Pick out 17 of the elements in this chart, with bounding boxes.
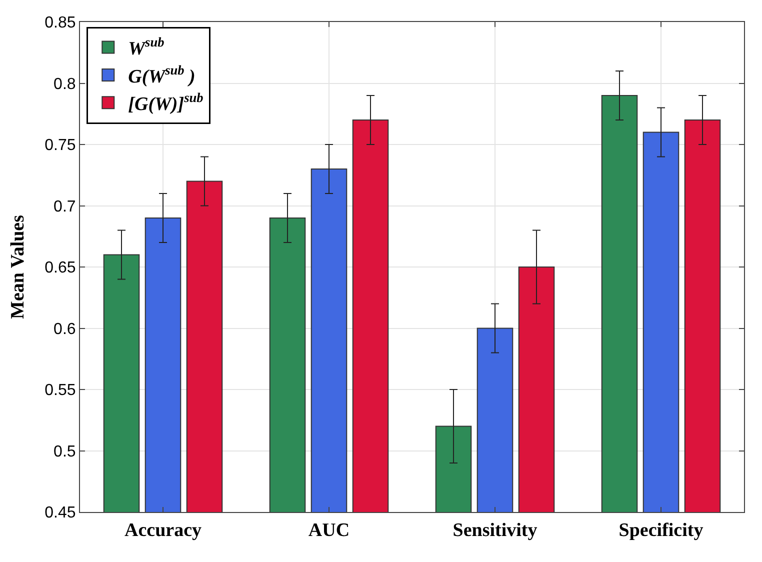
legend-label: [G(W)]$^{sub}$ <box>128 90 204 116</box>
legend-label: W$^{sub}$ <box>128 34 165 60</box>
x-tick-label: AUC <box>308 520 350 541</box>
y-tick-label: 0.75 <box>44 137 76 154</box>
y-tick-label: 0.8 <box>54 76 76 93</box>
y-tick-label: 0.7 <box>54 198 76 216</box>
y-tick-label: 0.45 <box>44 504 76 522</box>
y-tick-label: 0.5 <box>54 443 76 460</box>
y-axis-title: Mean Values <box>8 215 29 319</box>
y-tick-label: 0.55 <box>44 382 76 400</box>
y-tick-label: 0.65 <box>44 260 76 277</box>
y-tick-label: 0.85 <box>44 14 76 32</box>
x-tick-label: Sensitivity <box>452 520 538 541</box>
legend-label: G(W$^{sub}$ ) <box>128 62 196 88</box>
y-tick-label: 0.6 <box>54 320 76 338</box>
x-tick-label: Accuracy <box>124 520 202 541</box>
x-tick-label: Specificity <box>618 520 704 541</box>
